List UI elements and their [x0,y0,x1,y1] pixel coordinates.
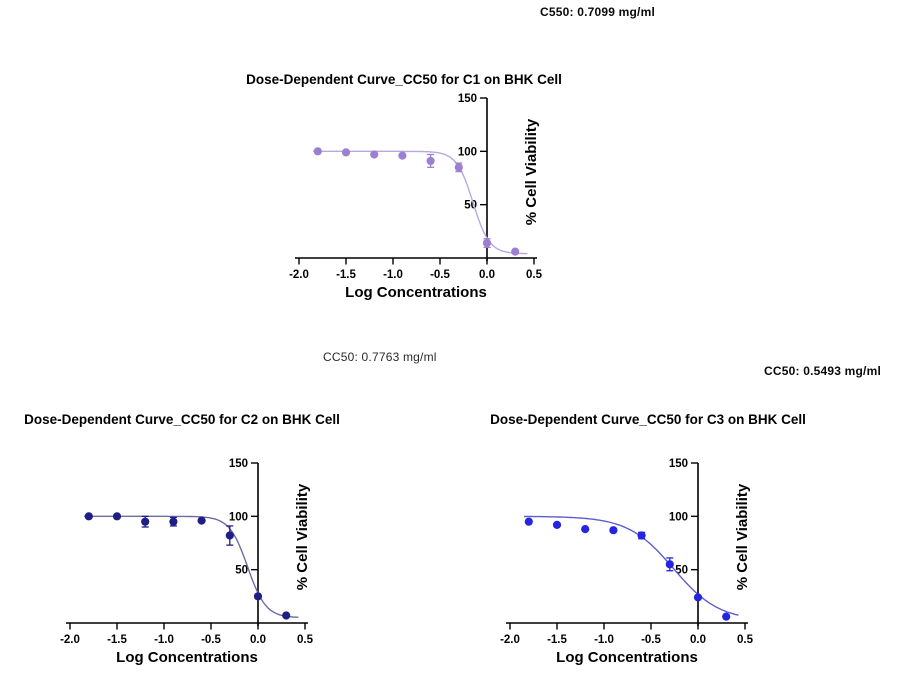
x-tick-label: 0.0 [690,634,706,646]
data-point [370,150,379,159]
chart-plot-c1: -2.0 -1.5 -1.0 -0.5 0.0 0.5 Log Concentrations… [289,93,543,301]
x-tick-label: 0.5 [526,269,543,281]
x-tick-label: -0.5 [201,634,221,646]
x-tick-label: -1.0 [594,634,614,646]
data-point [722,612,731,621]
data-point [341,148,351,157]
y-tick-label: 100 [458,146,477,158]
x-tick-label: -1.5 [107,634,127,646]
x-tick-label: -1.5 [336,269,356,281]
data-point [112,512,122,521]
x-axis-title: Log Concentrations [556,649,698,666]
y-axis-title: % Cell Viability [734,483,751,590]
x-axis-title: Log Concentrations [345,284,487,301]
data-point [197,516,206,525]
y-axis-title: % Cell Viability [523,118,540,225]
x-axis-title: Log Concentrations [116,649,258,666]
data-point [141,517,150,526]
cc50-annotation-c2: CC50: 0.7763 mg/ml [323,350,437,364]
x-tick-label: -1.0 [383,269,403,281]
data-point [454,163,463,172]
data-point [169,517,178,526]
x-tick-label: -0.5 [641,634,661,646]
data-point [511,247,520,256]
data-point [637,531,646,540]
fit-curve [524,515,739,616]
data-point [581,525,590,534]
x-tick-label: -2.0 [500,634,520,646]
chart-plot-c2: -2.0 -1.5 -1.0 -0.5 0.0 0.5 Log Concentrations… [60,458,314,666]
data-point [665,560,674,569]
data-point [524,517,533,526]
chart-title-c1: Dose-Dependent Curve_CC50 for C1 on BHK … [246,72,562,87]
x-tick-label: -2.0 [289,269,309,281]
y-tick-label: 50 [235,565,248,577]
y-tick-label: 100 [229,511,248,523]
chart-plot-c3: -2.0 -1.5 -1.0 -0.5 0.0 0.5 Log Concentrations… [500,458,754,666]
data-point [84,512,93,521]
y-tick-label: 50 [675,565,688,577]
y-tick-label: 50 [464,200,477,212]
x-tick-label: 0.5 [297,634,314,646]
fit-curve [313,150,528,255]
x-tick-label: -2.0 [60,634,80,646]
data-point [313,147,322,156]
x-tick-label: -1.0 [154,634,174,646]
y-tick-label: 150 [669,458,688,470]
x-tick-label: 0.0 [479,269,495,281]
data-point [225,531,234,540]
data-point [253,592,263,601]
chart-title-c3: Dose-Dependent Curve_CC50 for C3 on BHK … [490,412,806,427]
data-point [398,151,407,160]
chart-title-c2: Dose-Dependent Curve_CC50 for C2 on BHK … [24,412,340,427]
y-tick-label: 100 [669,511,688,523]
data-point [552,520,562,529]
data-point [609,526,618,535]
y-tick-label: 150 [458,93,477,105]
y-axis-title: % Cell Viability [294,483,311,590]
y-tick-label: 150 [229,458,248,470]
fit-curve [84,515,299,618]
x-tick-label: -0.5 [430,269,450,281]
data-point [426,156,435,166]
data-point [282,611,291,620]
x-tick-label: 0.0 [250,634,266,646]
x-tick-label: 0.5 [737,634,754,646]
data-point [482,238,492,248]
x-tick-label: -1.5 [547,634,567,646]
cc50-annotation-c1: C550: 0.7099 mg/ml [540,5,655,19]
data-point [693,593,703,602]
cc50-annotation-c3: CC50: 0.5493 mg/ml [764,364,881,378]
